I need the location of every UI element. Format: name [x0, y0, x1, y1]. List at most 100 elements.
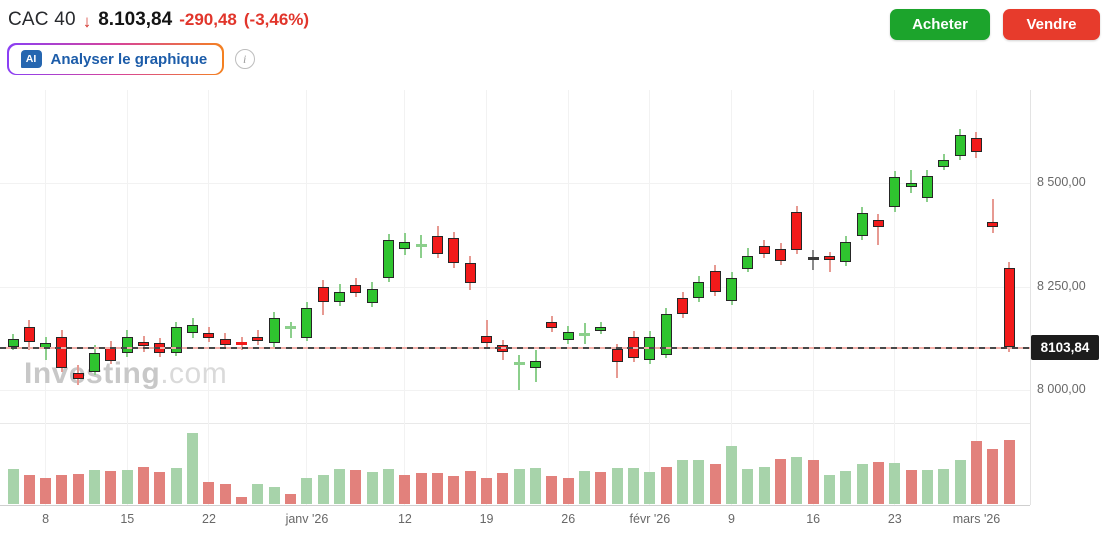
watermark-suffix: .com	[160, 357, 228, 390]
candle	[89, 353, 101, 373]
info-icon[interactable]: i	[234, 49, 255, 69]
candle	[285, 326, 297, 330]
v-gridline	[975, 90, 977, 505]
candle	[530, 361, 542, 369]
volume-bar	[170, 468, 182, 504]
volume-bar	[677, 460, 689, 504]
volume-bar	[301, 478, 313, 504]
x-axis-tick-label: janv '26	[285, 512, 329, 526]
volume-bar	[987, 449, 999, 504]
x-axis-tick-label: 8	[42, 512, 50, 526]
ai-analyze-button[interactable]: AI Analyser le graphique	[7, 43, 224, 75]
volume-bar	[72, 474, 84, 504]
volume-bar	[252, 484, 264, 504]
volume-bar	[187, 433, 199, 504]
candle	[415, 244, 427, 248]
candle	[334, 291, 346, 302]
candle	[481, 336, 493, 343]
candle-wick	[991, 199, 994, 234]
volume-bar	[23, 475, 35, 504]
candle	[840, 242, 852, 263]
volume-bar	[742, 469, 754, 504]
volume-bar	[105, 471, 117, 504]
candle	[660, 313, 672, 355]
volume-pane-top-border	[0, 423, 1030, 424]
x-axis-tick-label: 26	[561, 512, 576, 526]
volume-bar	[285, 494, 297, 504]
candle	[611, 349, 623, 362]
volume-bar	[546, 476, 558, 504]
x-axis-tick-label: 22	[202, 512, 216, 526]
volume-bar	[366, 472, 378, 504]
candle	[595, 327, 607, 331]
x-axis-tick-label: 23	[887, 512, 902, 526]
v-gridline	[812, 90, 814, 505]
volume-bar	[807, 460, 819, 504]
h-gridline	[0, 390, 1030, 391]
sell-button[interactable]: Vendre	[1003, 9, 1100, 40]
y-axis-tick-label: 8 250,00	[1037, 279, 1086, 293]
volume-bar	[203, 482, 215, 504]
volume-bar	[56, 475, 68, 504]
x-axis-tick-label: 16	[806, 512, 821, 526]
candle	[138, 341, 150, 347]
volume-bar	[481, 478, 493, 504]
candle	[187, 325, 199, 333]
v-gridline	[306, 90, 308, 505]
volume-bar	[513, 469, 525, 504]
v-gridline	[404, 90, 406, 505]
candle	[709, 271, 721, 292]
volume-bar	[350, 470, 362, 504]
candle	[970, 137, 982, 152]
ai-row: AI Analyser le graphique i	[7, 43, 255, 75]
candle	[121, 337, 133, 354]
candle	[905, 183, 917, 188]
volume-bar	[628, 468, 640, 504]
volume-bar	[970, 441, 982, 504]
candle-wick	[877, 214, 880, 246]
candle	[399, 242, 411, 249]
buy-button[interactable]: Acheter	[890, 9, 990, 40]
volume-bar	[709, 464, 721, 504]
volume-bar	[579, 471, 591, 504]
volume-bar	[611, 468, 623, 504]
candle-wick	[812, 250, 815, 270]
candle-wick	[910, 170, 913, 193]
volume-bar	[824, 475, 835, 504]
volume-bar	[383, 469, 395, 504]
candle	[236, 341, 248, 345]
volume-bar	[775, 459, 786, 504]
price-change: -290,48	[179, 10, 237, 29]
candle	[252, 337, 264, 342]
x-axis-tick-label: 15	[120, 512, 135, 526]
volume-bar	[791, 457, 803, 504]
volume-bar	[726, 446, 738, 504]
price-change-percent: (-3,46%)	[243, 10, 310, 29]
candle	[889, 177, 901, 207]
x-axis-tick-label: 9	[728, 512, 735, 526]
candle	[350, 284, 362, 294]
candle	[856, 212, 868, 236]
candle-wick	[828, 252, 831, 272]
volume-bar	[7, 469, 19, 504]
candle	[383, 240, 395, 278]
last-price-line	[0, 347, 1030, 349]
volume-bar	[530, 468, 542, 504]
ai-analyze-label: Analyser le graphique	[50, 50, 208, 68]
last-price-tag: 8103,84	[1031, 335, 1099, 360]
candle	[317, 286, 329, 302]
volume-bar	[660, 467, 672, 504]
candle	[1003, 267, 1015, 347]
candle	[726, 277, 738, 301]
volume-bar	[40, 478, 52, 504]
instrument-header: CAC 40 ↓ 8.103,84 -290,48 (-3,46%)	[8, 9, 309, 31]
candle	[170, 327, 182, 354]
last-price: 8.103,84	[98, 9, 173, 30]
candle	[954, 134, 966, 157]
volume-bar	[334, 469, 346, 504]
